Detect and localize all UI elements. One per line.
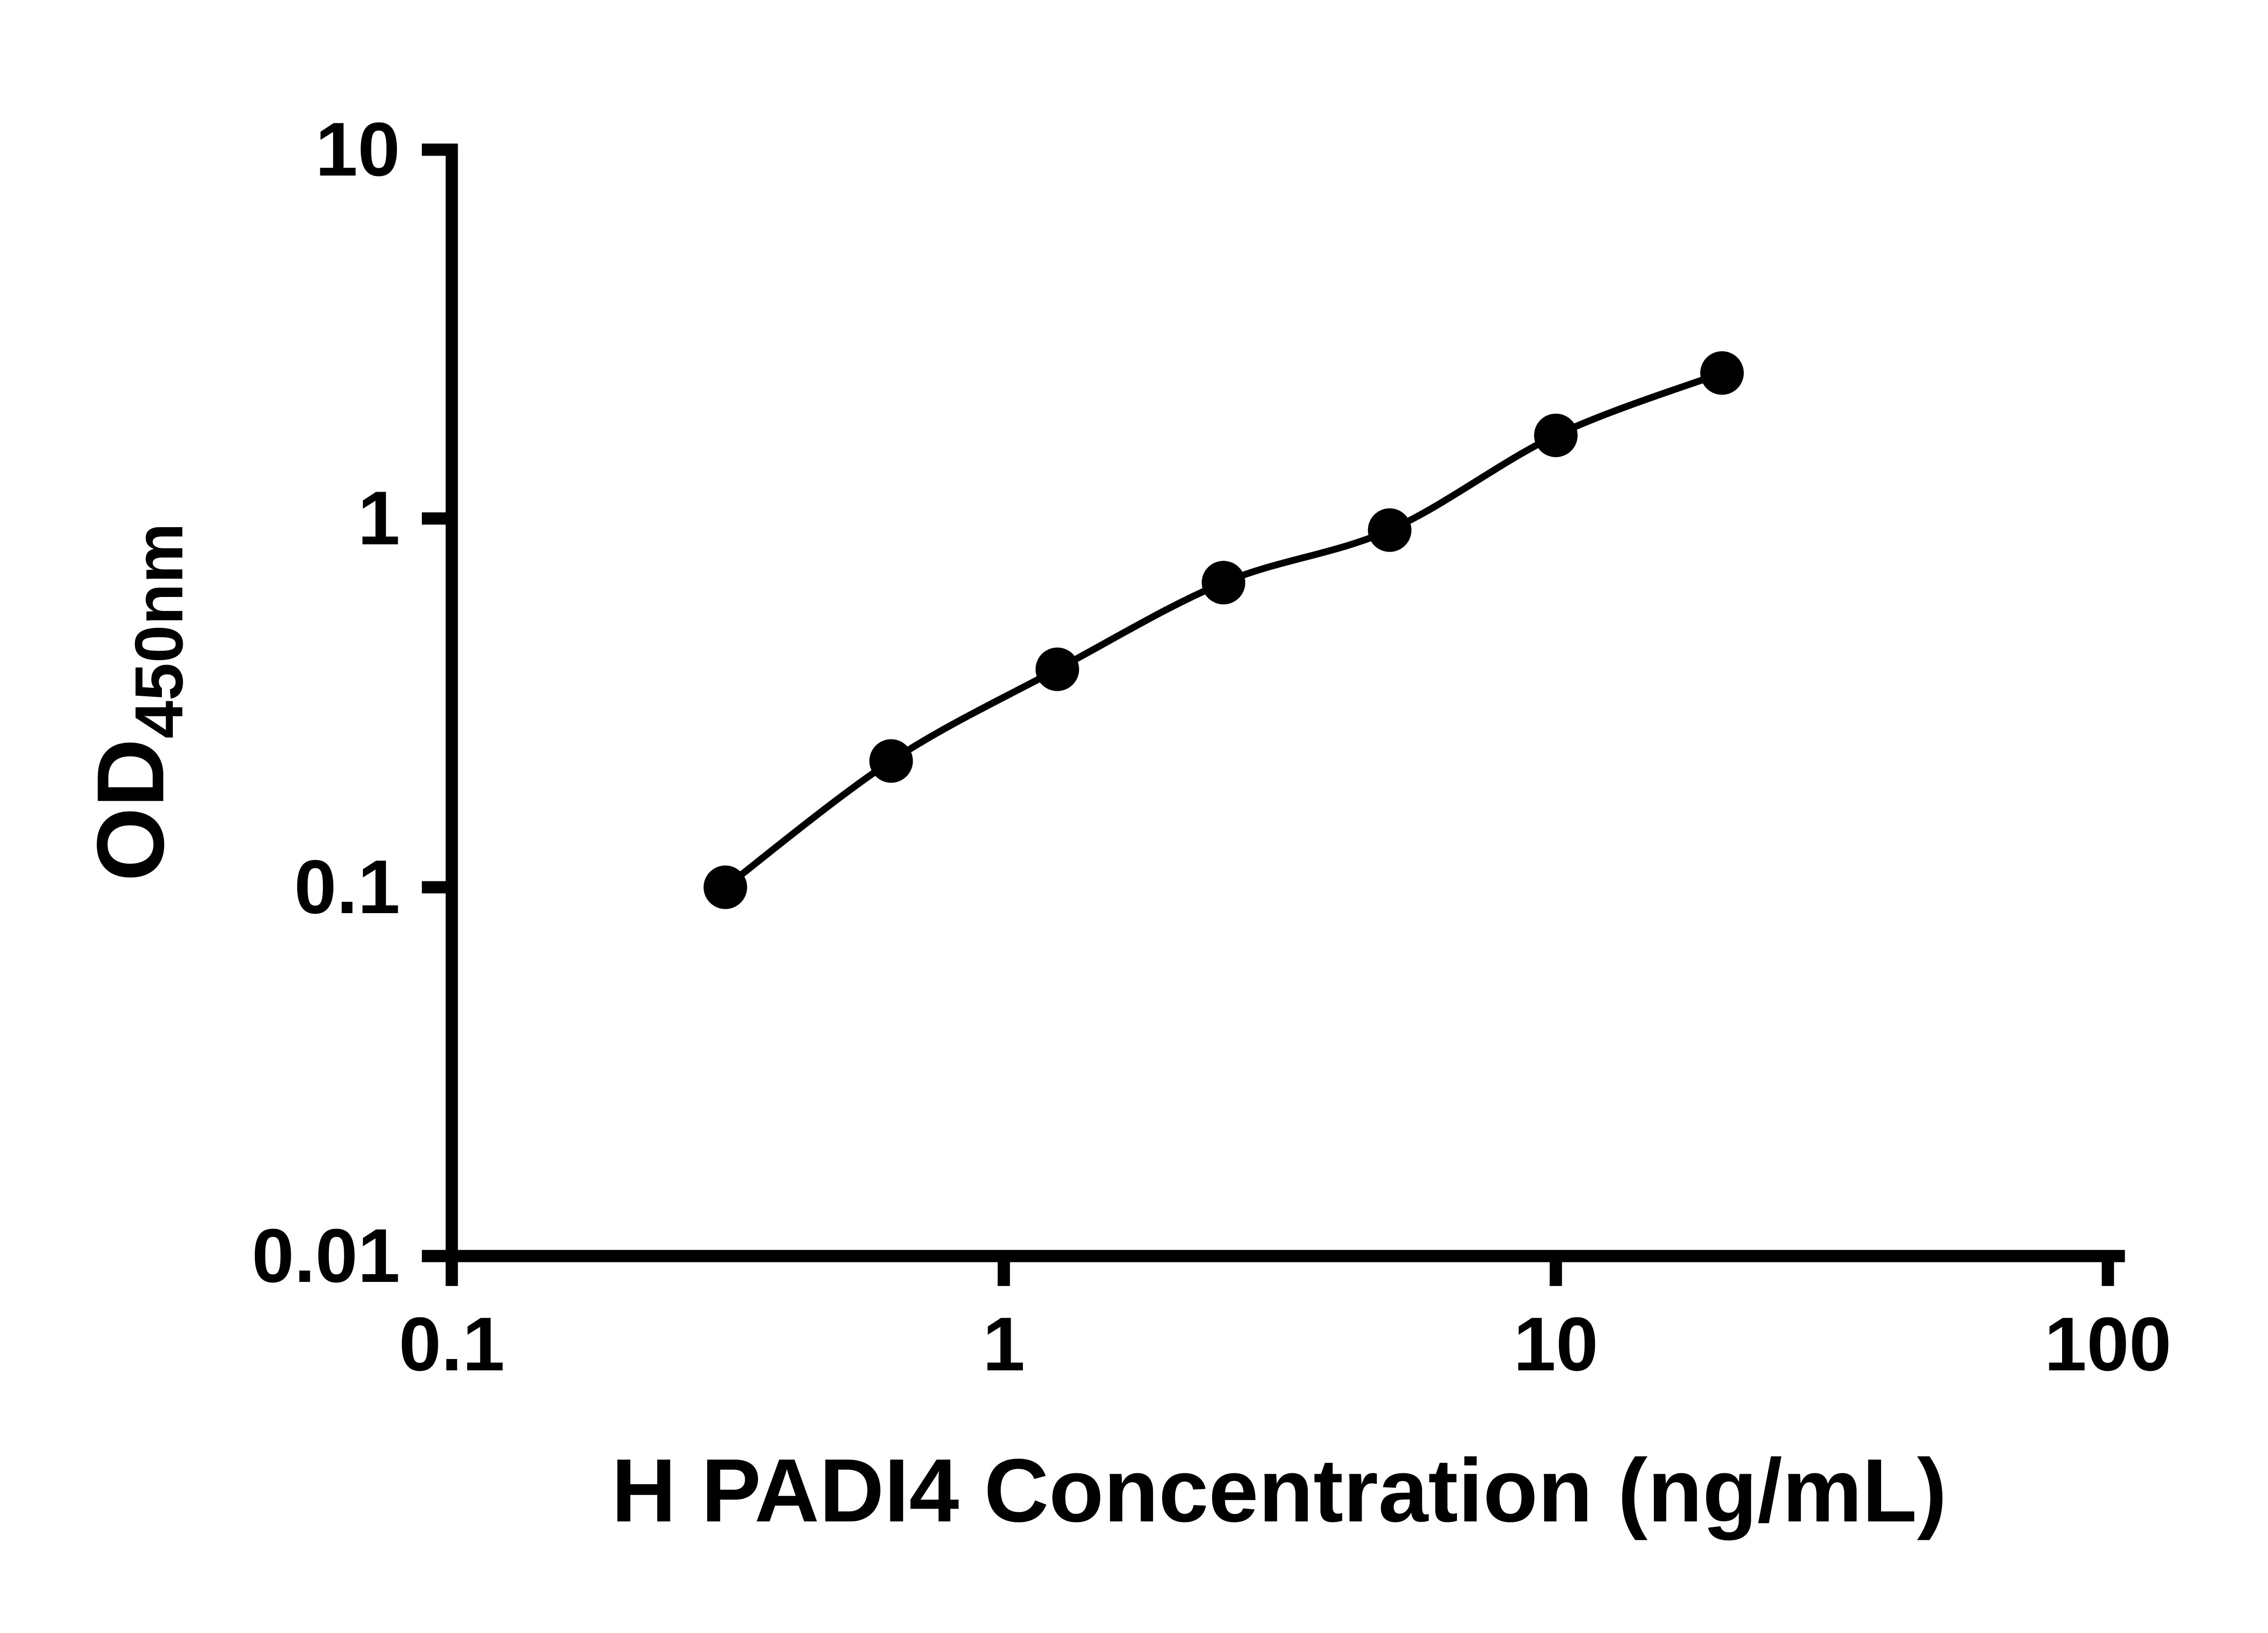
x-tick-label: 10 (1514, 1301, 1598, 1387)
x-axis-ticks: 0.1 1 10 100 (399, 1256, 2171, 1387)
x-tick-label: 0.1 (399, 1301, 505, 1387)
y-tick-label: 0.1 (294, 844, 400, 929)
y-axis-label: OD450nm (77, 523, 197, 881)
x-tick-label: 100 (2044, 1301, 2171, 1387)
axes (445, 143, 2125, 1262)
data-point (1368, 508, 1412, 552)
y-tick-label: 10 (315, 107, 400, 192)
data-point (704, 865, 748, 909)
axis-line (445, 143, 2125, 1262)
y-tick-label: 1 (358, 475, 400, 561)
data-points (704, 351, 1744, 909)
fit-curve-line (723, 370, 1723, 890)
data-point (1700, 351, 1744, 395)
data-point (1534, 413, 1578, 457)
x-tick-label: 1 (982, 1301, 1025, 1387)
data-point (1202, 561, 1246, 605)
curve (723, 370, 1723, 890)
y-axis-ticks: 0.01 0.1 1 10 (252, 107, 452, 1298)
x-axis-label: H PADI4 Concentration (ng/mL) (611, 1440, 1947, 1540)
data-point (869, 739, 913, 783)
y-tick-label: 0.01 (252, 1213, 400, 1298)
data-point (1035, 647, 1079, 691)
y-axis-label-subscript: 450nm (121, 523, 197, 738)
y-axis-label-main: OD (77, 738, 184, 881)
